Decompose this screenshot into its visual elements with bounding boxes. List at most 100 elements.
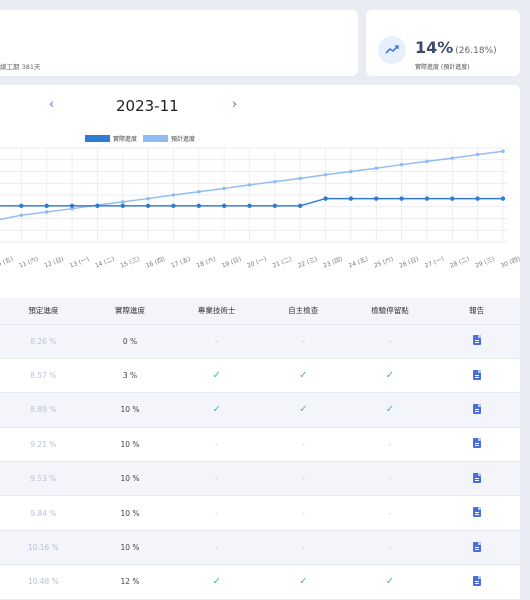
report-document-icon[interactable]: [472, 335, 481, 346]
x-tick-label: 23 (四): [322, 256, 343, 270]
hold-point-cell: -: [346, 461, 434, 497]
table-row: 8.89 % 10 % ✓ ✓ ✓: [0, 392, 520, 428]
data-point-planned: [425, 159, 429, 164]
legend-item-actual[interactable]: 實際進度: [85, 134, 137, 143]
x-tick-label: 12 (日): [43, 256, 64, 270]
report-document-icon[interactable]: [472, 369, 481, 380]
legend-swatch-actual: [85, 134, 110, 142]
x-tick-label: 11 (六): [18, 255, 40, 270]
technician-cell: -: [173, 427, 260, 463]
x-tick-label: 16 (四): [145, 256, 166, 270]
hold-point-cell: ✓: [346, 564, 434, 600]
data-point-planned: [146, 196, 150, 201]
header-planned: 預定進度: [0, 298, 87, 325]
table-row: 9.53 % 10 % - - -: [0, 461, 520, 497]
data-point-actual: [196, 203, 201, 209]
planned-progress-value: (26.18%): [455, 46, 497, 56]
progress-table: 預定進度 實際進度 專業技術士 自主檢查 檢驗停留點 報告 8.26 % 0 % -…: [0, 298, 520, 600]
data-point-planned: [374, 166, 379, 171]
actual-cell: 10 %: [86, 495, 174, 531]
x-tick-label: 29 (三): [474, 256, 495, 270]
legend-label-actual: 實際進度: [113, 135, 138, 143]
actual-cell: 3 %: [86, 358, 174, 394]
self-check-cell: ✓: [259, 358, 347, 394]
data-point-planned: [19, 213, 24, 218]
table-row: 9.21 % 10 % - - -: [0, 427, 520, 463]
actual-progress-value: 14%: [415, 38, 454, 57]
data-point-actual: [145, 203, 151, 209]
data-point-actual: [272, 203, 278, 209]
data-point-actual: [44, 203, 49, 209]
chart-legend: 實際進度 預計進度: [85, 133, 201, 143]
data-point-actual: [450, 196, 455, 201]
report-document-icon[interactable]: [472, 403, 481, 414]
x-tick-label: 10 (五): [0, 256, 14, 270]
report-document-icon[interactable]: [472, 472, 481, 483]
month-label: 2023-11: [116, 97, 179, 115]
actual-cell: 12 %: [86, 564, 174, 600]
hold-point-cell: -: [346, 530, 434, 566]
legend-label-planned: 預計進度: [171, 135, 196, 143]
self-check-cell: ✓: [259, 564, 347, 600]
report-cell: [433, 495, 520, 531]
progress-percent: 14% (26.18%): [415, 38, 497, 57]
data-point-actual: [374, 196, 379, 201]
planned-cell: 9.84 %: [0, 495, 87, 531]
planned-cell: 8.89 %: [0, 392, 87, 428]
progress-summary-card: 14% (26.18%) 實際進度 (預計進度): [366, 10, 520, 76]
actual-cell: 0 %: [86, 324, 174, 359]
data-point-planned: [273, 179, 277, 184]
planned-cell: 8.26 %: [0, 324, 87, 359]
report-document-icon[interactable]: [472, 575, 481, 586]
next-month-button[interactable]: ›: [232, 97, 238, 112]
legend-swatch-planned: [143, 134, 169, 142]
header-report: 報告: [433, 298, 520, 325]
planned-cell: 9.53 %: [0, 461, 87, 497]
self-check-cell: ✓: [259, 392, 347, 428]
planned-cell: 9.21 %: [0, 427, 87, 463]
data-point-actual: [424, 196, 430, 201]
actual-cell: 10 %: [86, 427, 174, 463]
x-tick-label: 20 (一): [246, 256, 267, 270]
planned-cell: 8.57 %: [0, 358, 87, 394]
month-navigator: ‹ 2023-11 ›: [0, 97, 530, 117]
data-point-actual: [298, 203, 303, 209]
total-duration: 總工期 381天: [0, 63, 41, 71]
actual-cell: 10 %: [86, 461, 174, 497]
data-point-planned: [171, 193, 176, 197]
data-point-planned: [349, 169, 353, 174]
prev-month-button[interactable]: ‹: [49, 97, 55, 112]
x-tick-label: 19 (日): [221, 256, 242, 270]
data-point-planned: [399, 162, 404, 167]
header-self-check: 自主檢查: [259, 298, 347, 325]
report-document-icon[interactable]: [472, 541, 481, 552]
data-point-planned: [298, 176, 303, 181]
data-point-actual: [500, 196, 506, 201]
data-point-planned: [44, 210, 49, 214]
self-check-cell: -: [259, 530, 347, 566]
report-document-icon[interactable]: [472, 438, 481, 449]
data-point-actual: [171, 203, 176, 209]
progress-caption: 實際進度 (預計進度): [415, 64, 470, 71]
self-check-cell: -: [259, 427, 347, 463]
page-scrollbar[interactable]: [520, 85, 530, 600]
x-tick-label: 24 (五): [348, 256, 369, 270]
report-cell: [433, 530, 520, 566]
table-row: 8.57 % 3 % ✓ ✓ ✓: [0, 358, 520, 394]
trend-icon: [378, 36, 406, 64]
x-tick-label: 13 (一): [69, 256, 90, 270]
data-point-planned: [222, 186, 226, 191]
technician-cell: -: [173, 461, 260, 497]
data-point-planned: [247, 183, 252, 187]
report-cell: [433, 461, 520, 497]
report-cell: [433, 427, 520, 463]
legend-item-planned[interactable]: 預計進度: [143, 134, 195, 143]
x-tick-label: 26 (日): [398, 256, 419, 270]
hold-point-cell: ✓: [346, 392, 434, 428]
report-cell: [433, 324, 520, 359]
technician-cell: -: [173, 530, 260, 566]
report-document-icon[interactable]: [472, 507, 481, 518]
data-point-actual: [323, 196, 328, 201]
technician-cell: ✓: [173, 392, 260, 428]
data-point-planned: [323, 172, 328, 177]
